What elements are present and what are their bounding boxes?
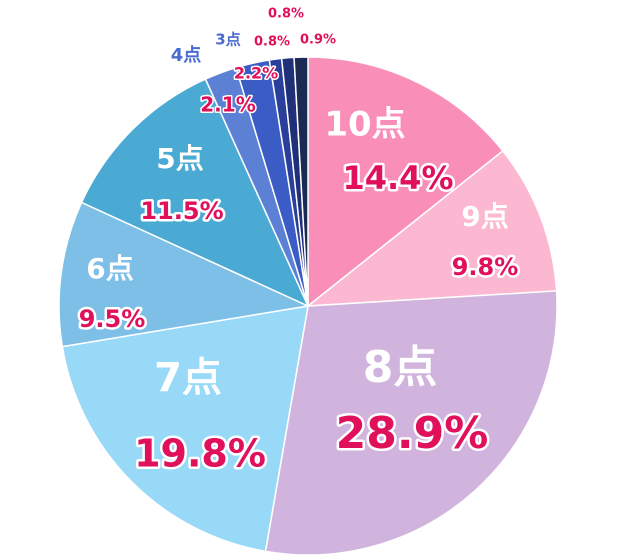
pie-slice [264,290,558,556]
slice-label: 6点 [86,252,133,285]
pie-slice [305,149,558,307]
pie-slice [307,56,504,308]
value-label: 2.1% [200,93,255,117]
slice-label: 9点 [461,200,508,233]
value-label: 28.9% [336,408,489,459]
value-label: 0.8% [268,7,304,22]
value-label: 9.8% [452,253,519,281]
value-label: 19.8% [134,432,266,476]
slice-label: 8点 [363,342,438,393]
slice-label: 10点 [324,105,405,145]
slice-label: 4点 [171,44,202,66]
pie-slice [58,201,311,348]
value-label: 2.2% [234,64,278,83]
value-label: 0.9% [300,33,336,48]
value-label: 11.5% [140,197,223,225]
pie-slice [80,78,310,308]
value-label: 14.4% [342,159,453,197]
slice-label: 7点 [154,355,222,401]
pie-slice [61,305,309,553]
pie-slice [293,56,309,307]
value-label: 9.5% [79,305,146,333]
slice-label: 5点 [156,142,203,175]
slice-label: 3点 [215,31,240,49]
value-label: 0.8% [254,35,290,50]
